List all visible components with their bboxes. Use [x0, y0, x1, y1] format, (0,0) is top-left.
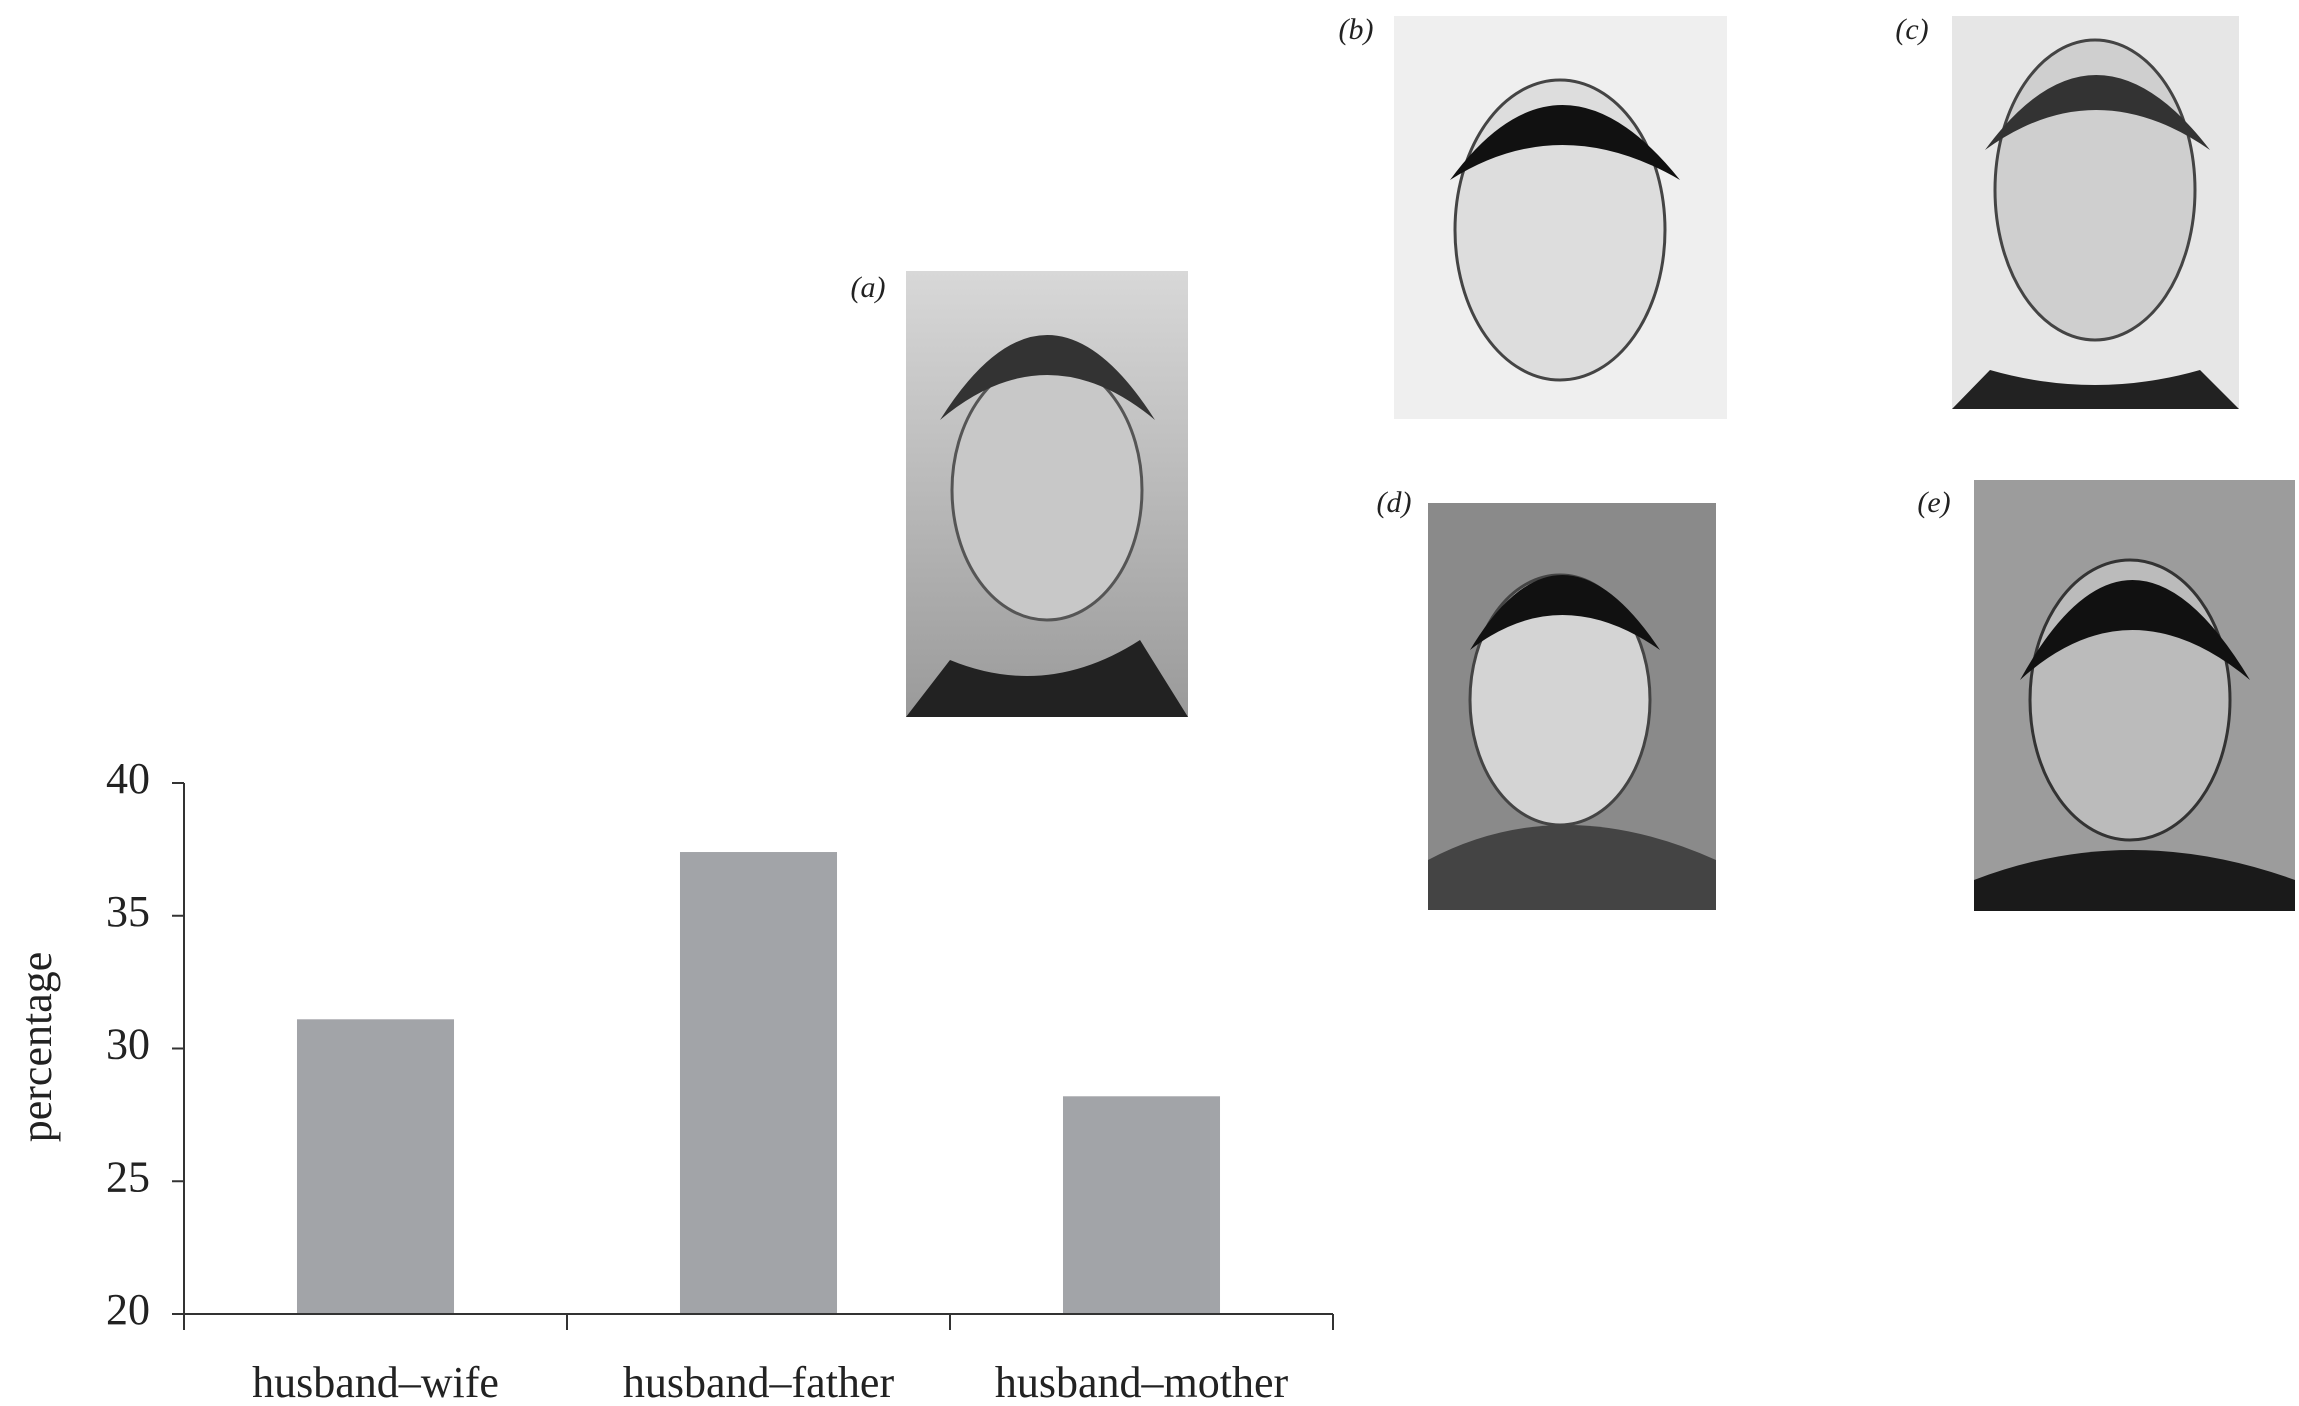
panel-label: (e): [1917, 486, 1950, 519]
y-tick-label: 40: [106, 754, 150, 803]
photo-a: [906, 271, 1188, 717]
photo-e: [1974, 480, 2295, 911]
y-tick-label: 30: [106, 1020, 150, 1069]
x-tick-label: husband–father: [623, 1358, 895, 1406]
panel-label: (c): [1895, 13, 1928, 46]
panel-label: (a): [851, 271, 886, 304]
figure: (a) (b) (c) (d) (e) percentage 20 25 30 35 4…: [0, 0, 2299, 1406]
photo-d: [1428, 503, 1716, 910]
panel-label: (d): [1377, 486, 1412, 519]
bar: [297, 1019, 454, 1314]
photo-b: [1394, 16, 1727, 419]
photo-c: [1952, 16, 2239, 409]
y-tick-label: 35: [106, 887, 150, 936]
y-tick-label: 20: [106, 1285, 150, 1334]
y-axis-label: percentage: [12, 952, 61, 1143]
x-tick-label: husband–mother: [995, 1358, 1289, 1406]
bar: [1063, 1096, 1220, 1314]
x-tick-label: husband–wife: [252, 1358, 499, 1406]
y-tick-label: 25: [106, 1152, 150, 1201]
bar: [680, 852, 837, 1314]
panel-label: (b): [1339, 13, 1374, 46]
